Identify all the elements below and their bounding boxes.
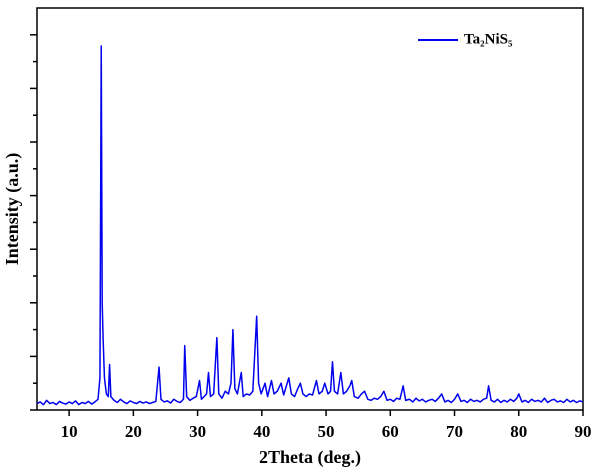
x-tick-label: 80 bbox=[510, 422, 527, 441]
x-tick-label: 40 bbox=[253, 422, 270, 441]
x-axis-label: 2Theta (deg.) bbox=[259, 447, 361, 468]
x-tick-label: 20 bbox=[125, 422, 142, 441]
plot-frame bbox=[36, 7, 584, 411]
x-tick-label: 30 bbox=[189, 422, 206, 441]
x-tick-label: 70 bbox=[446, 422, 463, 441]
y-axis-label: Intensity (a.u.) bbox=[2, 153, 23, 266]
x-tick-label: 90 bbox=[575, 422, 592, 441]
x-tick-label: 10 bbox=[61, 422, 78, 441]
data-line bbox=[36, 45, 584, 406]
x-tick-label: 60 bbox=[382, 422, 399, 441]
legend-label: Ta₂NiS₅ bbox=[464, 31, 513, 47]
x-tick-label: 50 bbox=[318, 422, 335, 441]
